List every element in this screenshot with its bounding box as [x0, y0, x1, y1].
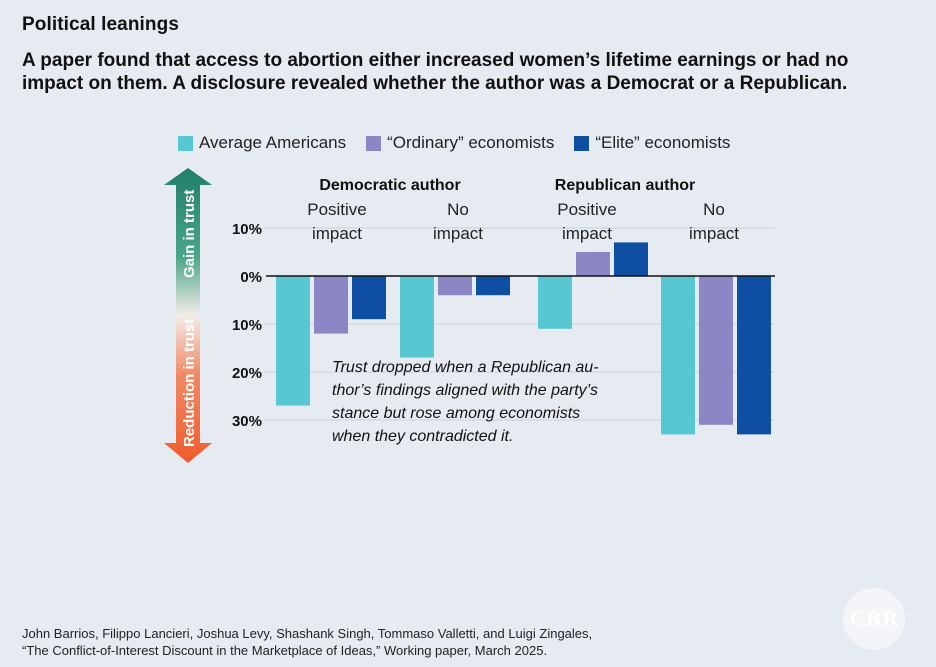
bar: [661, 276, 695, 435]
annotation-line: thor’s findings aligned with the party’s: [332, 382, 598, 399]
bar: [438, 276, 472, 296]
group-header: Democratic author: [319, 177, 460, 194]
legend-item-elite-economists: “Elite” economists: [574, 133, 730, 153]
legend-item-ordinary-economists: “Ordinary” economists: [366, 133, 554, 153]
source-line-1: John Barrios, Filippo Lancieri, Joshua L…: [22, 626, 593, 641]
y-tick-label: 30%: [232, 413, 262, 430]
annotation: Trust dropped when a Republican au- thor…: [332, 359, 603, 445]
bar: [476, 276, 510, 296]
legend: Average Americans “Ordinary” economists …: [178, 131, 730, 155]
legend-item-average-americans: Average Americans: [178, 133, 346, 153]
bar: [737, 276, 771, 435]
legend-swatch: [366, 135, 382, 151]
bar: [614, 242, 648, 276]
category-label: Positive: [307, 200, 367, 219]
legend-label: “Ordinary” economists: [387, 133, 555, 152]
bar: [699, 276, 733, 425]
bar: [538, 276, 572, 329]
group-header: Republican author: [555, 177, 695, 194]
category-label: impact: [689, 224, 739, 243]
bar: [352, 276, 386, 320]
trust-arrow-shape: [164, 168, 212, 463]
legend-swatch: [178, 135, 193, 151]
bars: [276, 242, 771, 435]
bar: [400, 276, 434, 358]
kicker: Political leanings: [22, 14, 180, 35]
category-label: impact: [312, 224, 362, 243]
y-tick-label: 20%: [232, 365, 262, 382]
trust-arrow-up-label: Gain in trust: [181, 190, 198, 278]
trust-arrow-down-label: Reduction in trust: [181, 319, 198, 447]
source-note: John Barrios, Filippo Lancieri, Joshua L…: [22, 625, 722, 659]
y-tick-label: 0%: [240, 269, 262, 286]
bar: [276, 276, 310, 406]
bar: [314, 276, 348, 334]
trust-arrow: Gain in trust Reduction in trust: [164, 168, 212, 463]
cbr-logo: CBR: [843, 588, 905, 650]
legend-label: Average Americans: [199, 133, 347, 152]
bar: [576, 252, 610, 276]
y-axis: 10% 0% 10% 20% 30%: [232, 221, 262, 430]
y-tick-label: 10%: [232, 317, 262, 334]
category-label: Positive: [557, 200, 617, 219]
legend-swatch: [574, 135, 590, 151]
group-headers: Democratic author Republican author: [319, 177, 695, 194]
legend-label: “Elite” economists: [595, 133, 731, 152]
category-label: No: [447, 200, 469, 219]
source-line-2: “The Conflict-of-Interest Discount in th…: [22, 643, 548, 658]
category-label: impact: [433, 224, 483, 243]
annotation-line: Trust dropped when a Republican au-: [332, 359, 599, 376]
chart-title: A paper found that access to abortion ei…: [22, 50, 849, 94]
category-labels: Positive impact No impact Positive impact No im…: [307, 200, 739, 243]
category-label: impact: [562, 224, 612, 243]
y-tick-label: 10%: [232, 221, 262, 238]
category-label: No: [703, 200, 725, 219]
annotation-line: when they contradicted it.: [332, 428, 513, 445]
annotation-line: stance but rose among economists: [332, 405, 580, 422]
